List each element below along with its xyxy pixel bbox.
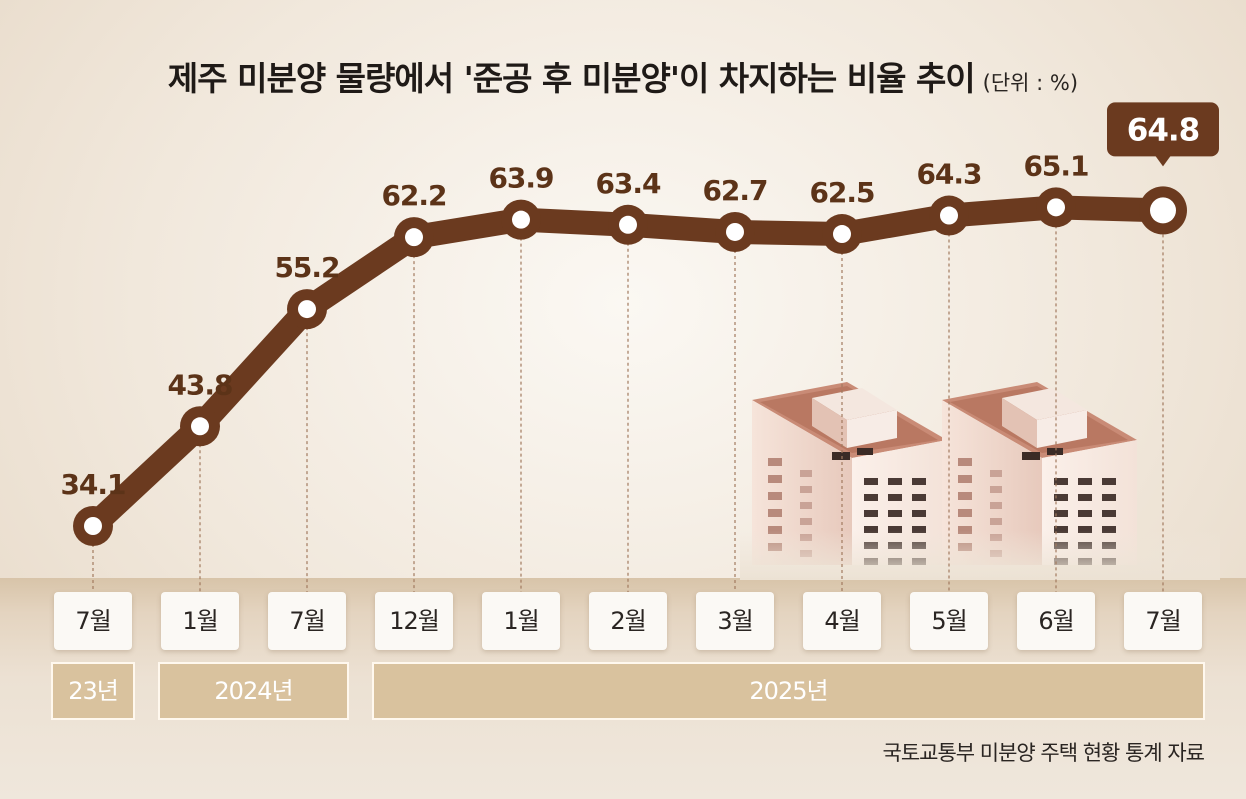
year-label: 23년: [51, 662, 135, 720]
month-label: 12월: [375, 592, 453, 650]
data-point: [833, 225, 851, 244]
data-markers: [73, 186, 1187, 546]
guide-lines: [92, 225, 1164, 592]
data-label: 63.9: [488, 162, 553, 195]
month-label: 6월: [1017, 592, 1095, 650]
month-label: 7월: [268, 592, 346, 650]
data-point: [1150, 197, 1176, 224]
data-point: [940, 206, 958, 225]
month-label: 4월: [803, 592, 881, 650]
data-label: 55.2: [274, 251, 339, 284]
title-row: 제주 미분양 물량에서 '준공 후 미분양'이 차지하는 비율 추이 (단위 : …: [0, 52, 1246, 100]
callout-pointer: [1155, 155, 1171, 167]
apartment-buildings-illustration: [740, 382, 1220, 580]
data-label: 62.2: [381, 179, 446, 212]
chart-title: 제주 미분양 물량에서 '준공 후 미분양'이 차지하는 비율 추이: [167, 59, 976, 98]
data-point: [298, 300, 316, 319]
data-label: 64.3: [916, 158, 981, 191]
month-label: 7월: [54, 592, 132, 650]
month-label: 1월: [161, 592, 239, 650]
data-label: 65.1: [1023, 149, 1088, 182]
data-label: 62.7: [702, 174, 767, 207]
month-label: 1월: [482, 592, 560, 650]
data-point: [1047, 198, 1065, 217]
month-label: 5월: [910, 592, 988, 650]
data-point: [619, 215, 637, 234]
data-point: [512, 210, 530, 229]
data-point: [191, 417, 209, 436]
month-label: 7월: [1124, 592, 1202, 650]
data-label: 34.1: [60, 468, 125, 501]
callout-box: [1107, 102, 1219, 157]
source-note: 국토교통부 미분양 주택 현황 통계 자료: [882, 741, 1205, 765]
data-point: [84, 517, 102, 535]
data-label: 63.4: [595, 167, 661, 200]
data-label: 62.5: [809, 176, 874, 209]
data-point: [405, 228, 423, 247]
month-label: 2월: [589, 592, 667, 650]
data-labels: 34.1 43.8 55.2 62.2 63.9 63.4 62.7 62.5 64.3 65.1: [60, 149, 1089, 501]
year-label: 2024년: [158, 662, 349, 720]
callout-label: 64.8: [1127, 112, 1200, 148]
highlight-callout: 64.8: [1107, 102, 1219, 167]
year-label: 2025년: [372, 662, 1205, 720]
data-point: [726, 222, 744, 241]
unit-label: (단위 : %): [982, 71, 1079, 95]
month-label: 3월: [696, 592, 774, 650]
data-label: 43.8: [167, 368, 232, 401]
